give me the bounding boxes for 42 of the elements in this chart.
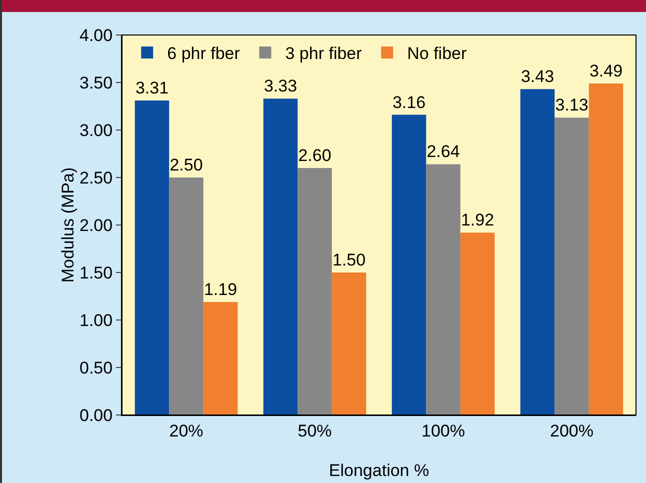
x-axis-title: Elongation % (328, 461, 430, 480)
bar (460, 232, 495, 415)
bar (332, 272, 366, 415)
y-tick-label: 0.00 (80, 406, 113, 425)
bar (426, 164, 460, 415)
bar (263, 98, 298, 415)
y-tick-label: 1.00 (80, 310, 113, 330)
bar (554, 118, 589, 415)
data-label: 3.49 (589, 61, 623, 80)
x-tick-label: 100% (422, 421, 465, 440)
y-tick-label: 2.50 (80, 168, 113, 188)
data-label: 2.60 (298, 146, 332, 165)
y-axis-title: Modulus (MPa) (58, 167, 78, 283)
x-tick-label: 20% (169, 421, 204, 440)
y-tick-label: 4.00 (80, 26, 113, 45)
y-tick-label: 3.50 (80, 73, 113, 92)
data-label: 1.19 (204, 280, 238, 299)
x-tick-label: 200% (550, 421, 594, 440)
y-tick-label: 2.00 (80, 216, 113, 235)
x-tick-label: 50% (298, 421, 332, 440)
legend-label: 6 phr fber (167, 44, 240, 64)
data-label: 1.50 (332, 250, 366, 270)
bar (588, 83, 624, 415)
data-label: 2.64 (426, 142, 460, 162)
y-tick-label: 3.00 (80, 120, 113, 140)
legend-label: No fiber (407, 44, 467, 64)
data-label: 2.50 (170, 156, 203, 174)
data-label: 3.33 (264, 76, 298, 96)
data-label: 1.92 (460, 210, 494, 230)
bar (169, 178, 204, 415)
bar (298, 168, 332, 415)
y-tick-label: 0.50 (80, 358, 113, 378)
legend-label: 3 phr fiber (285, 44, 362, 64)
data-label: 3.31 (135, 78, 169, 98)
bar (392, 114, 426, 415)
data-label: 3.16 (392, 92, 426, 112)
bar (520, 89, 555, 415)
bar (203, 302, 238, 415)
bar (134, 100, 170, 415)
data-label: 3.43 (520, 67, 554, 86)
data-label: 3.13 (555, 96, 588, 115)
y-tick-label: 1.50 (80, 263, 113, 282)
